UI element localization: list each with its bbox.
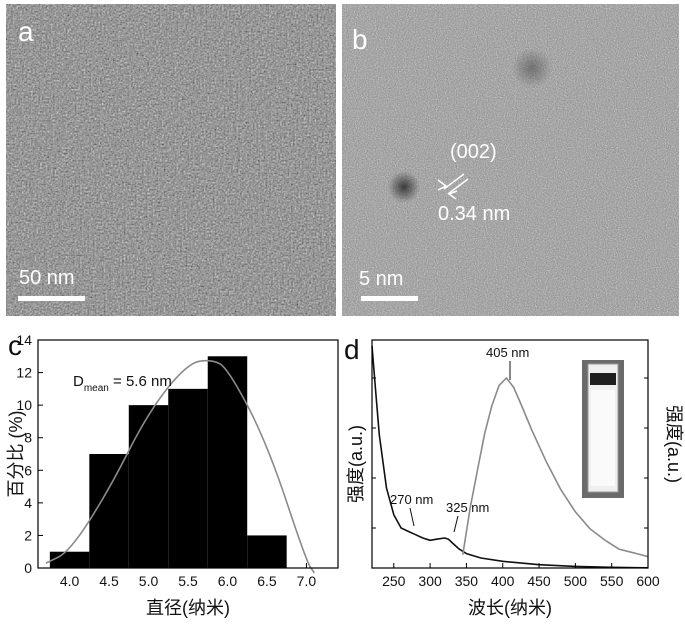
cuvette-cap	[590, 373, 616, 385]
tem-image-b: b (002) 0.34 nm 5 nm	[342, 4, 679, 316]
cuvette-photo-inset	[582, 360, 624, 498]
x-axis-label: 直径(纳米)	[146, 598, 230, 618]
y-axis-label: 百分比 (%)	[6, 411, 26, 498]
lattice-spacing-label: 0.34 nm	[438, 204, 510, 224]
peak-label-405: 405 nm	[486, 345, 529, 360]
panel-c: c 024681012144.04.55.05.56.06.57.0直径(纳米)…	[0, 320, 342, 623]
peak-label-325: 325 nm	[446, 500, 489, 515]
scalebar-b	[361, 296, 418, 301]
x-tick-label: 6.5	[257, 573, 277, 589]
x-axis-label: 波长(纳米)	[468, 598, 552, 618]
y-axis-label-right: 强度(a.u.)	[664, 405, 684, 483]
x-tick-label: 4.5	[99, 573, 119, 589]
histogram-chart: 024681012144.04.55.05.56.06.57.0直径(纳米)百分…	[0, 320, 342, 623]
spectra-chart: 250 300 350 400 450 500 550 600 270 nm 325 nm 405 …	[342, 320, 685, 623]
panel-letter-a: a	[18, 18, 34, 46]
scalebar-label-a: 50 nm	[19, 268, 75, 288]
peak-pointer-325	[454, 516, 458, 532]
mean-diameter-annotation: Dmean = 5.6 nm	[73, 373, 172, 394]
scalebar-label-b: 5 nm	[359, 269, 403, 289]
scalebar-a	[18, 296, 85, 301]
y-tick-label: 2	[24, 527, 32, 543]
x-tick-label: 6.0	[218, 573, 238, 589]
peak-label-270: 270 nm	[390, 492, 433, 507]
y-axis-label-left: 强度(a.u.)	[346, 425, 366, 503]
histogram-bar	[208, 356, 247, 568]
x-tick-label: 250	[382, 573, 406, 589]
panel-letter-c: c	[8, 332, 22, 360]
x-tick-label: 5.5	[178, 573, 198, 589]
lattice-plane-label: (002)	[450, 142, 497, 162]
panel-letter-d: d	[344, 336, 360, 364]
y-tick-label: 0	[24, 560, 32, 576]
peak-pointer-270	[410, 508, 414, 526]
panel-d: d 250 300 350 400 450 500 550 600 270 nm 325 nm 40…	[342, 320, 685, 623]
histogram-bar	[168, 389, 207, 568]
x-tick-label: 450	[527, 573, 551, 589]
x-tick-label: 300	[418, 573, 442, 589]
x-tick-label: 400	[491, 573, 515, 589]
x-tick-label: 500	[564, 573, 588, 589]
x-tick-label: 550	[600, 573, 624, 589]
x-tick-label: 7.0	[297, 573, 317, 589]
x-tick-label: 4.0	[60, 573, 80, 589]
histogram-bar	[129, 405, 168, 568]
cuvette-liquid	[591, 390, 615, 486]
y-tick-label: 12	[16, 365, 32, 381]
tem-image-a: a 50 nm	[6, 4, 336, 316]
x-tick-label: 600	[636, 573, 660, 589]
x-tick-label: 350	[455, 573, 479, 589]
panel-letter-b: b	[352, 26, 368, 54]
x-tick-label: 5.0	[139, 573, 159, 589]
